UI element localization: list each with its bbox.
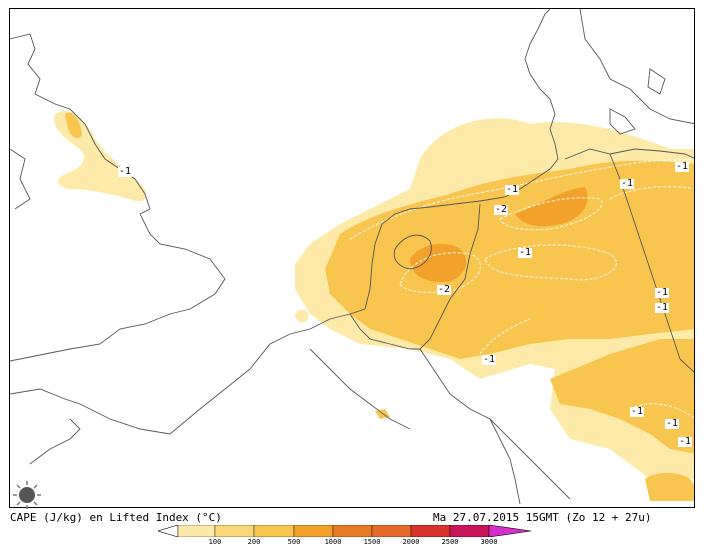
contour-label-se-2: -1 (665, 418, 680, 429)
coastline-channel (29, 418, 81, 465)
border-be (349, 313, 451, 395)
border-south (489, 418, 521, 505)
coastlines (10, 9, 694, 505)
contour-label-nl-core: -2 (437, 284, 452, 295)
contour-label-east-1: -1 (620, 178, 635, 189)
map-title: CAPE (J/kg) en Lifted Index (°C) (10, 511, 222, 524)
colorbar-label: 1500 (363, 538, 381, 546)
colorbar-arrow-right (488, 525, 531, 537)
colorbar-bin (293, 525, 334, 537)
colorbar-bin (332, 525, 373, 537)
lifted-index-contours (99, 148, 694, 419)
contour-line (499, 197, 603, 231)
contour-line (629, 403, 694, 419)
contour-label-de-core: -2 (494, 204, 509, 215)
colorbar-bin (214, 525, 255, 537)
border-fr-de (449, 393, 571, 500)
colorbar-label: 100 (208, 538, 222, 546)
map-timestamp: Ma 27.07.2015 15GMT (Zo 12 + 27u) (433, 511, 652, 524)
contour-label-de-mid: -1 (518, 247, 533, 258)
contour-line (349, 158, 694, 240)
border-de-east (609, 153, 694, 373)
coastline-uk-detail (10, 148, 31, 210)
weather-logo-icon (13, 481, 41, 509)
colorbar-bin (371, 525, 412, 537)
coastline-nl (364, 9, 559, 310)
cape-area-1000-de (515, 187, 588, 227)
coastline-baltic (564, 148, 694, 160)
colorbar-label: 200 (247, 538, 261, 546)
colorbar-bin (410, 525, 451, 537)
cape-shading (54, 110, 694, 501)
coastline-uk (10, 33, 226, 362)
cape-area-100-small (295, 309, 309, 323)
contour-label-se-1: -1 (630, 406, 645, 417)
colorbar-bin (449, 525, 490, 537)
colorbar-bin (177, 525, 216, 537)
cape-area-200-south (550, 339, 694, 454)
contour-line (609, 186, 694, 200)
contour-label-east-3: -1 (655, 287, 670, 298)
contour-label-south: -1 (482, 354, 497, 365)
cape-area-200-main (325, 160, 694, 359)
coastline-islands (609, 68, 666, 135)
contour-line (484, 244, 617, 281)
border-misc (309, 348, 411, 430)
contour-label-east-2: -1 (675, 161, 690, 172)
colorbar-label: 1000 (324, 538, 342, 546)
colorbar-arrow-left (158, 525, 179, 537)
colorbar-label: 2500 (441, 538, 459, 546)
coastline-ijsselmeer (393, 234, 432, 270)
colorbar-label: 500 (287, 538, 301, 546)
contour-line (399, 252, 481, 293)
contour-label-uk: -1 (118, 166, 133, 177)
colorbar-bin (253, 525, 295, 537)
weather-map: -1 -1 -2 -1 -2 -1 -1 -1 -1 -1 -1 -1 -1 (9, 8, 695, 508)
cape-colorbar (158, 525, 531, 537)
border-nl-de (419, 203, 481, 350)
colorbar-label: 3000 (480, 538, 498, 546)
coastline-scandinavia (579, 9, 694, 125)
cape-area-100-bottom (645, 473, 694, 501)
cape-map-canvas (10, 9, 694, 505)
colorbar-label: 2000 (402, 538, 420, 546)
contour-label-de-north: -1 (505, 184, 520, 195)
contour-label-se-3: -1 (678, 436, 693, 447)
contour-line (99, 148, 141, 185)
contour-line (479, 318, 531, 355)
coastline-france (10, 308, 366, 435)
cape-area-200-uk (65, 112, 82, 139)
contour-label-east-4: -1 (655, 302, 670, 313)
cape-area-1000-nl (410, 243, 467, 283)
